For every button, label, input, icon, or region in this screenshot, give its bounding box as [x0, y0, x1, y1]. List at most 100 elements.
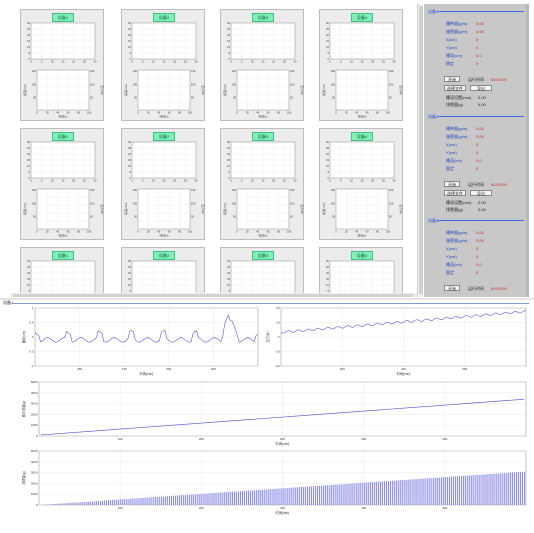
x-tick-label: 40 — [355, 230, 358, 234]
bar — [398, 480, 400, 505]
x-tick-label: 400 — [401, 367, 406, 371]
group-divider — [438, 11, 524, 12]
bar — [256, 490, 258, 505]
export-button[interactable]: 导出 — [470, 85, 492, 91]
x-axis-label: 时间(s) — [160, 234, 169, 238]
bar — [189, 494, 191, 505]
start-button[interactable]: 开始 — [444, 76, 460, 82]
y-tick-label: 15 — [27, 158, 30, 162]
bar — [213, 493, 215, 505]
y-tick-label: 15 — [227, 158, 230, 162]
select-file-button[interactable]: 选择文件 — [444, 85, 466, 91]
bar — [521, 471, 524, 505]
y-tick-label: 20 — [227, 271, 230, 275]
bar — [365, 482, 367, 505]
select-file-button[interactable]: 选择文件 — [444, 190, 466, 196]
y-tick-label: 5 — [229, 289, 231, 293]
bar — [154, 497, 156, 505]
bar — [49, 504, 51, 505]
start-button[interactable]: 开始 — [444, 285, 460, 291]
y-tick-label: 5000 — [31, 380, 38, 384]
y-tick-label: 25 — [128, 265, 131, 269]
y-axis-label: 埋深(mm) — [23, 203, 27, 215]
bar — [323, 485, 325, 505]
y-tick-label: 50 — [191, 96, 194, 100]
bar — [53, 504, 55, 505]
bar — [65, 503, 67, 505]
bar — [292, 487, 294, 505]
y-tick-label: 25 — [27, 27, 30, 31]
x-tick-label: 20 — [345, 230, 348, 234]
readout-value: 0.00 — [476, 21, 484, 26]
x-tick-label: 20 — [173, 60, 176, 64]
bar — [509, 472, 511, 505]
device-badge: 设备3 — [252, 251, 274, 260]
readout-value: 0 — [476, 37, 479, 42]
readout-label: 播深(cm) — [446, 262, 462, 267]
y-tick-label: -10 — [275, 350, 280, 354]
bar — [396, 480, 398, 505]
y-tick-label: 5 — [229, 51, 231, 55]
bar — [286, 488, 288, 505]
x-axis-label: 时间(min) — [397, 371, 411, 376]
y-tick-label: -20 — [275, 364, 280, 368]
bar — [379, 481, 382, 505]
y-tick-label: 150 — [133, 188, 138, 192]
y-tick-label: 5 — [29, 170, 31, 174]
bar — [497, 473, 499, 505]
y-tick-label: 30 — [128, 21, 131, 25]
bar — [235, 491, 237, 505]
scrollbar-thumb[interactable] — [13, 293, 413, 297]
bar — [199, 494, 201, 505]
readout-label: 播种量(g/m) — [446, 126, 468, 131]
x-tick-label: 300 — [280, 437, 285, 441]
x-axis-label: 时间(min) — [276, 510, 290, 515]
y-tick-label: 150 — [90, 188, 95, 192]
bar — [327, 485, 329, 505]
bar — [329, 485, 331, 505]
readout-label: Y(cm) — [446, 45, 457, 50]
x-tick-label: 25 — [184, 179, 187, 183]
bar — [51, 504, 53, 505]
start-button[interactable]: 开始 — [444, 181, 460, 187]
y-tick-label: 150 — [133, 69, 138, 73]
x-tick-label: 80 — [178, 230, 181, 234]
pane-splitter[interactable] — [0, 298, 534, 300]
group-title: 设备2 — [428, 114, 439, 119]
y-axis-label: 埋深(mm) — [23, 84, 27, 96]
bar — [246, 490, 248, 505]
grid-horizontal-scrollbar[interactable] — [11, 293, 417, 297]
x-axis-label: 时间(s) — [59, 234, 68, 238]
group-divider — [438, 116, 524, 117]
panel-scrollbar[interactable] — [526, 4, 529, 297]
x-tick-label: 60 — [267, 111, 270, 115]
y-tick-label: 10 — [326, 164, 329, 168]
bar — [152, 497, 154, 505]
setting-value: 0.00 — [478, 207, 486, 212]
y-tick-label: 15 — [128, 158, 131, 162]
readout-value: 0.00 — [476, 238, 484, 243]
y-tick-label: 30 — [227, 21, 230, 25]
chart-svg: 5000 4000 3000 2000 1000 0 100 200 300 400 500 累计排量… — [21, 380, 527, 446]
bar — [106, 500, 108, 505]
x-tick-label: 60 — [168, 111, 171, 115]
device-card: 3025201510500510152025301501005015010050… — [220, 247, 304, 297]
y-tick-label: 50 — [233, 96, 236, 100]
x-tick-label: 0 — [30, 60, 32, 64]
bar — [172, 495, 175, 505]
grid-vertical-scrollbar[interactable] — [417, 4, 423, 297]
x-axis-label: 时间(s) — [160, 115, 169, 119]
bar — [112, 500, 114, 505]
device-badge: 设备1 — [52, 251, 74, 260]
bar — [219, 492, 221, 505]
device-group: 设备1 播种量(g/m) 0.00 施肥量(g/m) 0.00 X(cm) 0 Y(cm) 0 播… — [426, 9, 526, 109]
readout-value: 0 — [476, 45, 479, 50]
bar — [61, 503, 63, 505]
scrollbar-thumb[interactable] — [418, 6, 423, 294]
export-button[interactable]: 导出 — [470, 190, 492, 196]
plot-area — [137, 69, 191, 111]
bar — [170, 495, 173, 505]
x-tick-label: 0 — [131, 60, 133, 64]
bar — [511, 472, 513, 505]
x-tick-label: 30 — [393, 179, 396, 183]
